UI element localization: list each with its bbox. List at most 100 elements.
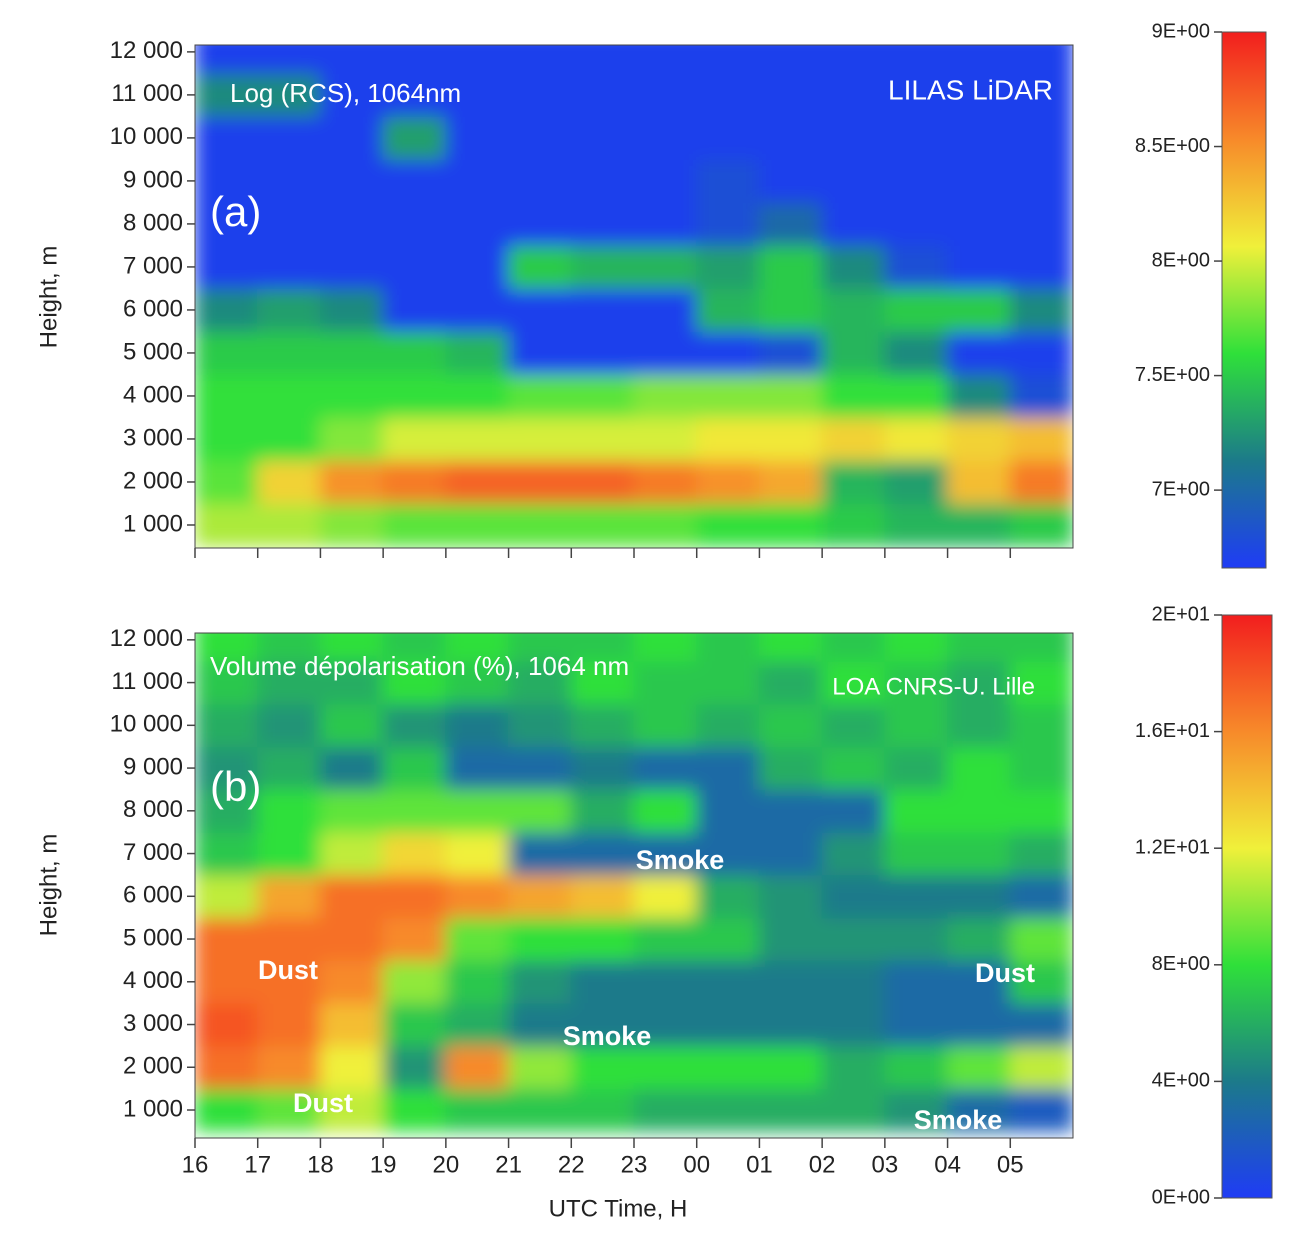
heat-cell (696, 330, 760, 375)
annotation: Smoke (563, 1021, 652, 1051)
heat-cell (758, 373, 823, 418)
heat-cell (319, 330, 384, 375)
y-tick-label: 8 000 (123, 209, 183, 236)
heat-cell (319, 373, 384, 418)
heat-cell (1009, 746, 1073, 790)
heat-cell (570, 831, 635, 876)
heat-cell (257, 874, 321, 919)
heat-cell (633, 831, 698, 876)
y-tick-label: 5 000 (123, 338, 183, 365)
heat-cell (633, 703, 698, 748)
heat-cell (696, 1002, 760, 1047)
heat-cell (696, 1088, 760, 1132)
y-tick-label: 9 000 (123, 753, 183, 780)
heat-cell (633, 917, 698, 961)
x-tick-label: 17 (244, 1151, 271, 1178)
heat-cell (884, 788, 949, 833)
heat-cell (319, 1045, 384, 1090)
heat-cell (445, 287, 510, 332)
heat-cell (319, 959, 384, 1004)
heat-cell (947, 1088, 1011, 1132)
y-tick-label: 3 000 (123, 1010, 183, 1037)
heat-cell (195, 72, 259, 117)
colorbar-tick-label: 9E+00 (1152, 20, 1210, 42)
heat-cell (570, 45, 635, 74)
heat-cell (195, 1088, 259, 1132)
heat-cell (1009, 72, 1073, 117)
heat-cell (947, 1002, 1011, 1047)
heat-cell (633, 287, 698, 332)
heat-cell (382, 1088, 447, 1132)
heat-cell (821, 633, 886, 662)
heat-cell (758, 788, 823, 833)
heat-cell (633, 633, 698, 662)
heat-cell (319, 158, 384, 203)
annotation: Dust (975, 958, 1035, 988)
heat-cell (445, 746, 510, 790)
colorbar-tick-label: 8E+00 (1152, 953, 1210, 975)
y-tick-label: 4 000 (123, 381, 183, 408)
annotation: Log (RCS), 1064nm (230, 78, 461, 108)
heat-cell (758, 1088, 823, 1132)
y-tick-label: 6 000 (123, 882, 183, 909)
heat-cell (508, 158, 572, 203)
heat-cell (1009, 244, 1073, 289)
heat-cell (195, 874, 259, 919)
x-tick-label: 18 (307, 1151, 334, 1178)
heat-cell (1009, 45, 1073, 74)
heat-cell (570, 244, 635, 289)
heat-cell (382, 746, 447, 790)
heat-cell (508, 633, 572, 662)
heat-cell (257, 1045, 321, 1090)
heat-cell (570, 330, 635, 375)
heat-cell (508, 703, 572, 748)
heat-cell (257, 633, 321, 662)
heat-cell (445, 72, 510, 117)
heat-cell (821, 115, 886, 160)
x-tick-label: 00 (683, 1151, 710, 1178)
heat-cell (758, 703, 823, 748)
heat-cell (947, 330, 1011, 375)
heat-cell (947, 115, 1011, 160)
y-tick-label: 11 000 (111, 668, 183, 695)
heat-cell (257, 459, 321, 504)
heat-cell (884, 703, 949, 748)
heat-cell (445, 959, 510, 1004)
colorbar-tick-label: 1.2E+01 (1135, 836, 1210, 858)
heat-cell (758, 244, 823, 289)
heat-cell (758, 959, 823, 1004)
heat-cell (821, 746, 886, 790)
heat-cell (319, 746, 384, 790)
heat-cell (195, 746, 259, 790)
y-tick-label: 7 000 (123, 252, 183, 279)
heat-cell (382, 959, 447, 1004)
heat-cell (319, 72, 384, 117)
heat-cell (257, 502, 321, 547)
heat-cell (445, 45, 510, 74)
heat-cell (633, 459, 698, 504)
heat-cell (445, 373, 510, 418)
heat-cell (633, 502, 698, 547)
heat-cell (947, 158, 1011, 203)
heat-cell (257, 746, 321, 790)
heat-cell (821, 416, 886, 461)
annotation: Dust (258, 955, 318, 985)
heat-cell (445, 158, 510, 203)
heat-cell (1009, 1088, 1073, 1132)
heat-cell (319, 115, 384, 160)
annotation: Smoke (914, 1105, 1003, 1135)
heat-cell (382, 1045, 447, 1090)
heat-cell (195, 45, 259, 74)
heat-cell (696, 244, 760, 289)
heat-cell (1009, 1045, 1073, 1090)
x-tick-label: 16 (182, 1151, 209, 1178)
heat-cell (821, 917, 886, 961)
heat-cell (570, 72, 635, 117)
heat-cell (570, 660, 635, 705)
heat-cell (1009, 459, 1073, 504)
annotation: Dust (293, 1088, 353, 1118)
colorbar-tick-label: 0E+00 (1152, 1186, 1210, 1208)
heat-cell (884, 1088, 949, 1132)
heat-cell (195, 1045, 259, 1090)
